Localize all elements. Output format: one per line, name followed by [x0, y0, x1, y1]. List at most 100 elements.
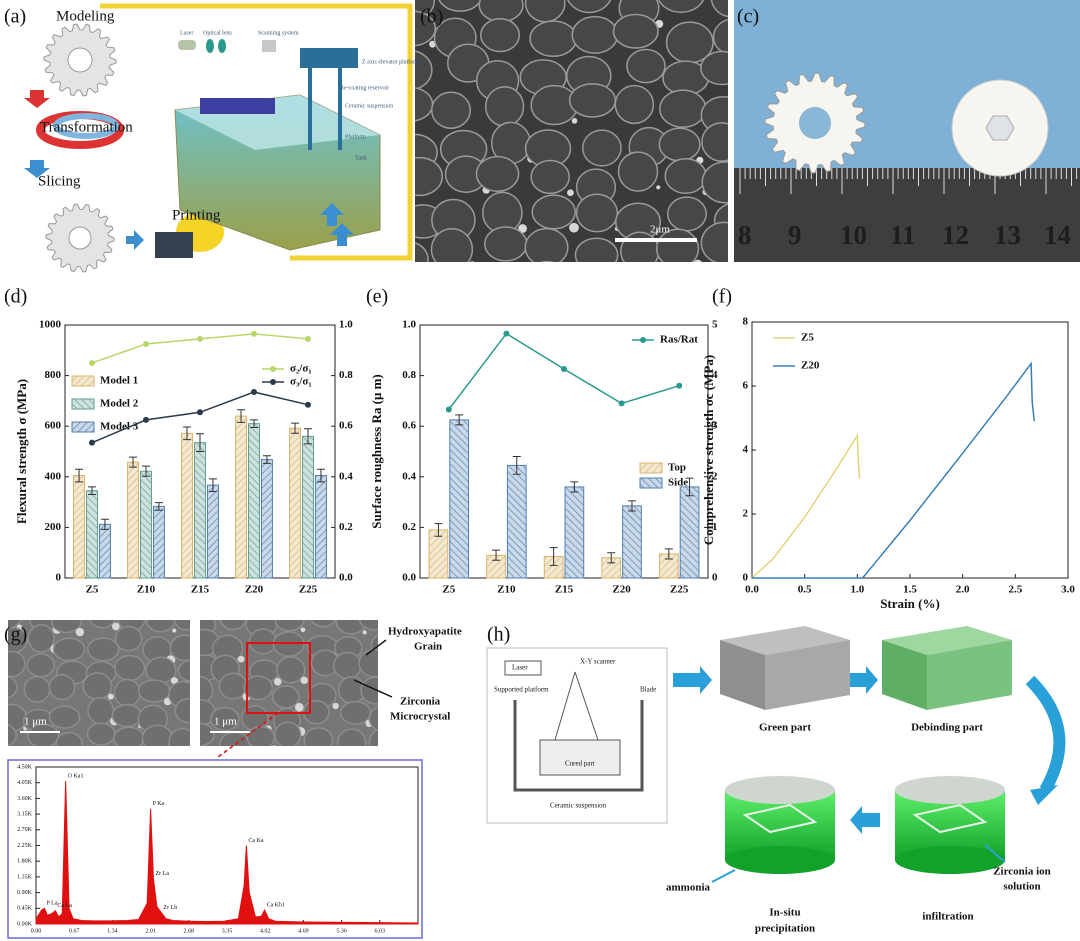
particle: [567, 189, 574, 197]
grain: [23, 675, 51, 703]
legend-marker: [270, 366, 276, 372]
bar: [86, 490, 98, 579]
arrow: [845, 666, 878, 694]
annotation: Microcrystal: [390, 711, 450, 723]
legend-label: Model 1: [100, 375, 138, 387]
legend-label: Top: [668, 462, 686, 474]
step-label: infiltration: [922, 911, 973, 923]
legend-label: Z20: [801, 360, 820, 372]
bar: [194, 442, 206, 579]
error-bar: [512, 456, 521, 475]
arrow: [24, 160, 50, 178]
error-bar: [75, 468, 84, 483]
x-tick-label: Z20: [612, 584, 631, 596]
grain: [210, 706, 240, 732]
x-tick-label: 3.0: [1061, 584, 1075, 596]
grain: [200, 722, 215, 746]
grain: [86, 637, 120, 662]
step-label: In-situ: [769, 907, 800, 919]
x-tick-label: 1.5: [903, 584, 917, 596]
ruler-number: 10: [840, 220, 867, 250]
error-bar: [208, 478, 217, 492]
ruler-ticks: [739, 168, 1078, 194]
grain: [50, 620, 82, 634]
y-tick-label: 0.00K: [17, 921, 33, 927]
grain: [368, 728, 378, 746]
bar: [506, 464, 527, 579]
grain: [712, 19, 728, 55]
error-bar: [316, 468, 325, 483]
arrow: [330, 223, 354, 246]
bar: [235, 415, 248, 579]
x-tick-label: 6.03: [375, 928, 386, 934]
x-tick-label: Z5: [86, 584, 99, 596]
schematic-label: Ceramic suspension: [550, 802, 607, 810]
x-tick-label: 3.35: [222, 928, 233, 934]
x-tick-label: Z10: [497, 584, 516, 596]
ruler-number: 12: [942, 220, 969, 250]
grain: [48, 705, 81, 729]
annotation: solution: [1003, 881, 1040, 893]
grain: [530, 159, 570, 195]
point: [197, 335, 203, 342]
grain: [539, 260, 554, 262]
particle: [172, 628, 177, 633]
chart: 0.00K 0.45K 0.90K 1.35K 1.80K 2.25K 2.70K 3.15K…: [17, 764, 419, 934]
annotation: Hydroxyapatite: [388, 626, 462, 638]
chart: 0.0 0.2 0.4 0.6 0.8 1.0 0 1 2 3 4 5 Surface roughnes…: [369, 319, 718, 596]
pointer: [353, 679, 393, 698]
part-label: Scanning system: [258, 30, 299, 36]
grain: [658, 127, 701, 162]
grain: [27, 623, 55, 653]
x-tick-label: 4.02: [260, 928, 271, 934]
y-tick-label: 0: [56, 572, 62, 584]
x-tick-label: Z25: [299, 584, 318, 596]
x-tick-label: 0.5: [798, 584, 812, 596]
particle: [107, 693, 114, 700]
x-axis-label: Strain (%): [880, 596, 940, 611]
y-tick-label: 3.15K: [17, 811, 33, 817]
step-label: Debinding part: [911, 722, 983, 734]
y-tick-label: 6: [743, 380, 749, 392]
gear-hole: [68, 226, 92, 250]
x-tick-label: 2.01: [145, 928, 156, 934]
panel-label: (g): [4, 624, 27, 646]
grain: [567, 0, 612, 14]
particle: [111, 622, 120, 631]
step-label: Slicing: [38, 173, 81, 189]
y-tick-label: 600: [45, 420, 62, 432]
y-tick-label: 2: [743, 508, 749, 520]
ruler: [734, 168, 1080, 262]
bar: [127, 461, 140, 579]
error-bar: [549, 547, 558, 566]
x-tick-label: 2.0: [956, 584, 970, 596]
arrow: [850, 806, 880, 834]
grain: [658, 0, 704, 14]
step-label: precipitation: [755, 923, 815, 935]
scanner: [262, 40, 276, 52]
panel-label: (a): [4, 6, 26, 28]
point: [676, 382, 683, 389]
x-tick-label: Z5: [442, 584, 455, 596]
box-top: [720, 626, 850, 655]
arrow: [673, 666, 712, 694]
bar: [289, 427, 302, 579]
y-tick-label: 0.2: [402, 521, 416, 533]
grain: [246, 725, 276, 746]
bar: [181, 432, 194, 579]
grain: [274, 620, 305, 632]
recoater: [200, 98, 275, 114]
error-bar: [142, 465, 150, 477]
part-label: Tank: [355, 155, 367, 161]
computer: [155, 232, 193, 258]
peak-label: Ca Ka: [248, 838, 263, 844]
beam: [574, 671, 599, 741]
point: [305, 335, 311, 342]
y-tick-label: 0.90K: [17, 890, 33, 896]
error-bar: [100, 518, 109, 530]
box-side: [720, 640, 765, 710]
grain: [582, 129, 622, 167]
lattice: [742, 803, 818, 834]
particle: [300, 627, 306, 633]
line: [752, 361, 1036, 579]
